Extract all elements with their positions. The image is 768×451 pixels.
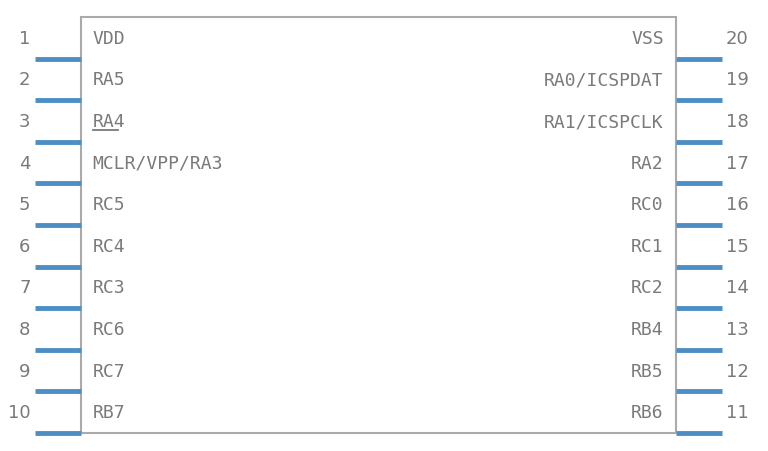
- Text: RB5: RB5: [631, 362, 664, 380]
- Text: RB7: RB7: [93, 403, 125, 421]
- Text: RA5: RA5: [93, 71, 125, 89]
- Text: 17: 17: [726, 154, 749, 172]
- Text: RC1: RC1: [631, 237, 664, 255]
- Text: VDD: VDD: [93, 30, 125, 48]
- Bar: [81, 18, 676, 433]
- Text: 20: 20: [726, 30, 749, 48]
- Text: 3: 3: [19, 113, 31, 131]
- Text: 11: 11: [726, 403, 749, 421]
- Text: 15: 15: [726, 237, 749, 255]
- Text: RC5: RC5: [93, 196, 125, 214]
- Text: 9: 9: [19, 362, 31, 380]
- Text: 6: 6: [19, 237, 31, 255]
- Text: RB4: RB4: [631, 320, 664, 338]
- Text: 13: 13: [726, 320, 749, 338]
- Text: 8: 8: [19, 320, 31, 338]
- Text: 5: 5: [19, 196, 31, 214]
- Text: 14: 14: [726, 279, 749, 297]
- Text: 19: 19: [726, 71, 749, 89]
- Text: RC0: RC0: [631, 196, 664, 214]
- Text: RA1/ICSPCLK: RA1/ICSPCLK: [545, 113, 664, 131]
- Text: 4: 4: [19, 154, 31, 172]
- Text: RC7: RC7: [93, 362, 125, 380]
- Text: 1: 1: [19, 30, 31, 48]
- Text: 7: 7: [19, 279, 31, 297]
- Text: 2: 2: [19, 71, 31, 89]
- Text: VSS: VSS: [631, 30, 664, 48]
- Text: RA2: RA2: [631, 154, 664, 172]
- Text: 18: 18: [726, 113, 749, 131]
- Text: 16: 16: [726, 196, 749, 214]
- Text: RA0/ICSPDAT: RA0/ICSPDAT: [545, 71, 664, 89]
- Text: RA4: RA4: [93, 113, 125, 131]
- Text: 10: 10: [8, 403, 31, 421]
- Text: RB6: RB6: [631, 403, 664, 421]
- Text: RC3: RC3: [93, 279, 125, 297]
- Text: RC4: RC4: [93, 237, 125, 255]
- Text: RC6: RC6: [93, 320, 125, 338]
- Text: MCLR/VPP/RA3: MCLR/VPP/RA3: [93, 154, 223, 172]
- Text: 12: 12: [726, 362, 749, 380]
- Text: RC2: RC2: [631, 279, 664, 297]
